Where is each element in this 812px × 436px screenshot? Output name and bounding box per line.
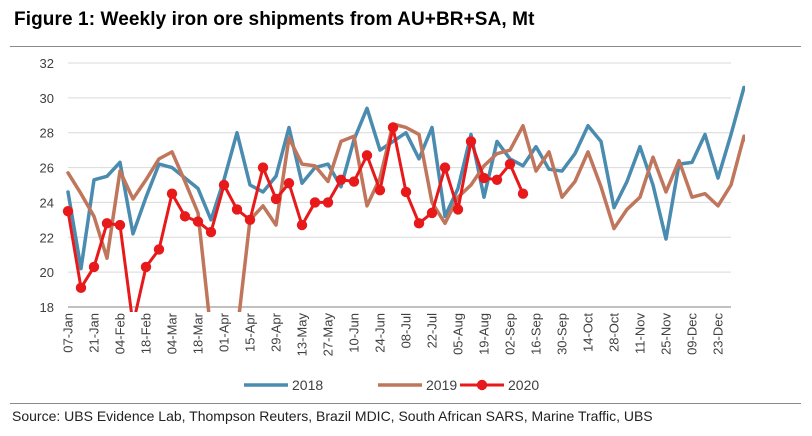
series-2020-point: [62, 205, 74, 217]
x-tick-label: 02-Sep: [503, 313, 518, 355]
series-2020-point: [387, 122, 399, 133]
series-2020-point: [504, 158, 516, 170]
y-tick-label: 26: [40, 161, 54, 176]
series-2020-point: [296, 219, 308, 231]
series-2020-point: [322, 197, 334, 208]
y-tick-label: 32: [40, 56, 54, 71]
x-tick-label: 11-Nov: [633, 313, 648, 354]
x-tick-label: 28-Oct: [607, 313, 622, 352]
series-2018-line: [66, 85, 745, 271]
x-tick-label: 21-Jan: [87, 313, 102, 353]
series-2020-point: [491, 174, 503, 185]
series-2020-point: [270, 193, 282, 205]
series-2020-point: [257, 162, 269, 173]
y-tick-label: 28: [40, 126, 54, 141]
series-2020-point: [413, 218, 425, 229]
series-2020-point: [439, 162, 451, 173]
x-tick-label: 01-Apr: [217, 312, 232, 352]
axis-layer: 18 20 22 24 26 28 30 32 07-Jan 21-Jan 04-Feb 18-Feb…: [40, 56, 731, 356]
x-tick-label: 22-Jul: [425, 313, 440, 349]
series-2020-point: [361, 150, 373, 161]
series-layer: [62, 85, 745, 329]
x-tick-label: 29-Apr: [269, 312, 284, 352]
x-tick-label: 09-Dec: [685, 313, 700, 355]
x-tick-label: 07-Jan: [61, 313, 76, 353]
x-tick-label: 10-Jun: [347, 313, 362, 353]
series-2020-point: [348, 176, 360, 187]
legend-label-2020: 2020: [508, 377, 539, 393]
x-tick-label: 30-Sep: [555, 313, 570, 355]
series-2020-point: [374, 185, 386, 196]
x-tick-label: 23-Dec: [711, 313, 726, 355]
series-2020-point: [205, 226, 217, 238]
series-2020-point: [309, 197, 321, 208]
series-2020-point: [335, 174, 347, 185]
x-tick-label: 08-Jul: [399, 313, 414, 349]
series-2020-point: [517, 188, 529, 199]
series-2020-point: [231, 204, 243, 215]
y-tick-label: 18: [40, 300, 54, 315]
series-2020-point: [244, 214, 256, 226]
legend: 2018 2019 2020: [244, 377, 539, 393]
series-2020-line: [66, 125, 525, 312]
series-2020-point: [218, 179, 230, 191]
source-divider: [10, 403, 801, 404]
series-2020-point: [114, 219, 126, 231]
x-tick-label: 18-Mar: [191, 312, 206, 354]
y-tick-label: 20: [40, 265, 54, 280]
chart-title: Figure 1: Weekly iron ore shipments from…: [14, 9, 535, 30]
series-2020-point: [426, 207, 438, 219]
x-tick-label: 27-May: [321, 313, 336, 357]
series-2020-point: [179, 211, 191, 222]
series-2020-point: [452, 204, 464, 215]
x-tick-label: 05-Aug: [451, 313, 466, 355]
x-tick-label: 18-Feb: [139, 313, 154, 354]
legend-label-2018: 2018: [292, 377, 323, 393]
x-tick-label: 25-Nov: [659, 313, 674, 355]
x-tick-label: 13-May: [295, 313, 310, 357]
legend-marker-2020: [476, 379, 488, 391]
x-tick-label: 14-Oct: [581, 313, 596, 352]
series-2020-point: [192, 216, 204, 227]
series-2020-point: [465, 136, 477, 147]
series-2020-point: [478, 172, 490, 184]
series-2020-point: [88, 261, 100, 273]
series-2020-point: [140, 261, 152, 273]
legend-label-2019: 2019: [426, 377, 457, 393]
y-tick-label: 24: [40, 195, 54, 210]
grid-layer: [68, 62, 731, 308]
series-2020-point: [75, 282, 87, 294]
x-tick-label: 16-Sep: [529, 313, 544, 355]
x-tick-label: 04-Feb: [113, 313, 128, 354]
x-tick-label: 15-Apr: [243, 312, 258, 352]
series-2020-point: [101, 218, 113, 229]
series-2020-point: [400, 186, 412, 198]
source-note: Source: UBS Evidence Lab, Thompson Reute…: [12, 408, 653, 424]
title-divider: [10, 46, 801, 47]
series-2019-line: [66, 122, 745, 312]
x-tick-label: 24-Jun: [373, 313, 388, 353]
series-2020-point: [128, 319, 138, 329]
series-2020-point: [283, 178, 295, 189]
y-tick-label: 30: [40, 91, 54, 106]
y-tick-label: 22: [40, 230, 54, 245]
series-2020-point: [153, 244, 165, 255]
series-2020-point: [166, 188, 178, 199]
x-tick-label: 04-Mar: [165, 312, 180, 354]
x-tick-label: 19-Aug: [477, 313, 492, 355]
